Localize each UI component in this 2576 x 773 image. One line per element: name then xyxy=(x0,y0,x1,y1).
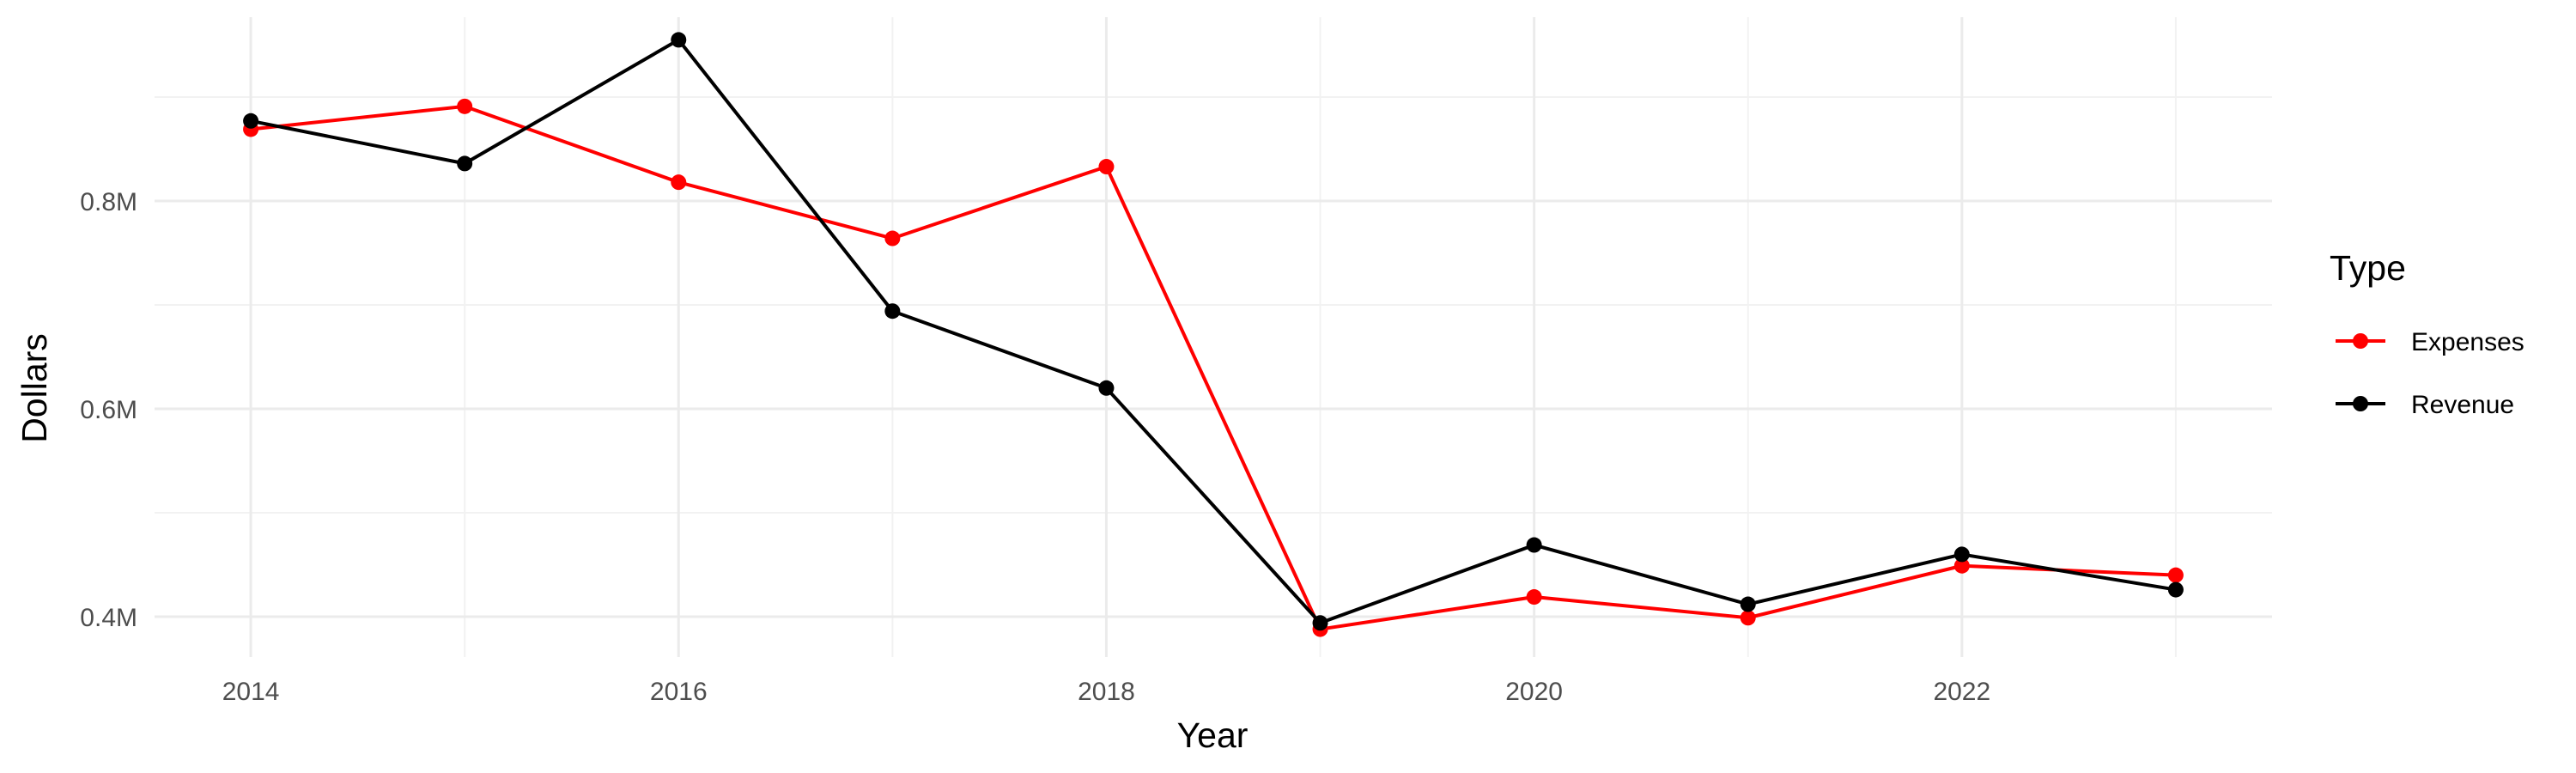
data-point xyxy=(1526,589,1542,606)
data-point xyxy=(1312,615,1328,631)
x-tick-label: 2016 xyxy=(650,678,708,706)
grid-lines xyxy=(155,17,2272,657)
legend-title: Type xyxy=(2330,248,2406,288)
data-point xyxy=(243,113,259,129)
data-point xyxy=(1098,159,1115,175)
series-line xyxy=(249,104,2178,631)
legend-item: Expenses xyxy=(2336,328,2524,356)
x-tick-label: 2020 xyxy=(1505,678,1563,706)
data-point xyxy=(1526,537,1542,553)
data-point xyxy=(671,32,687,48)
x-axis-title: Year xyxy=(1177,715,1249,755)
data-point xyxy=(1098,380,1115,396)
data-point xyxy=(671,174,687,191)
data-point xyxy=(2167,581,2184,598)
data-point xyxy=(1953,557,1970,574)
data-point xyxy=(1740,610,1756,626)
legend-label: Revenue xyxy=(2411,391,2514,419)
series-line xyxy=(249,38,2178,625)
legend-key-point xyxy=(2353,396,2368,411)
x-tick-label: 2022 xyxy=(1933,678,1990,706)
axis-labels: 2014 2016 2018 2020 2022 0.4M 0.6M 0.8M xyxy=(80,188,1990,706)
data-point xyxy=(884,303,901,320)
y-tick-label: 0.4M xyxy=(80,604,137,632)
series-expenses xyxy=(243,98,2184,637)
y-axis-title: Dollars xyxy=(15,333,54,443)
data-point xyxy=(457,98,473,114)
legend-key-point xyxy=(2353,333,2368,349)
x-tick-label: 2018 xyxy=(1078,678,1135,706)
series-layer xyxy=(243,32,2184,637)
data-point xyxy=(884,230,901,247)
x-tick-label: 2014 xyxy=(222,678,280,706)
legend: Type Expenses Revenue xyxy=(2330,248,2524,419)
legend-item: Revenue xyxy=(2336,391,2514,419)
legend-label: Expenses xyxy=(2411,328,2524,356)
data-point xyxy=(1953,546,1970,563)
y-tick-label: 0.8M xyxy=(80,188,137,216)
data-point xyxy=(457,155,473,172)
data-point xyxy=(1740,596,1756,612)
y-tick-label: 0.6M xyxy=(80,396,137,424)
series-revenue xyxy=(243,32,2184,631)
legend-items: Expenses Revenue xyxy=(2336,328,2524,419)
data-point xyxy=(2167,567,2184,583)
